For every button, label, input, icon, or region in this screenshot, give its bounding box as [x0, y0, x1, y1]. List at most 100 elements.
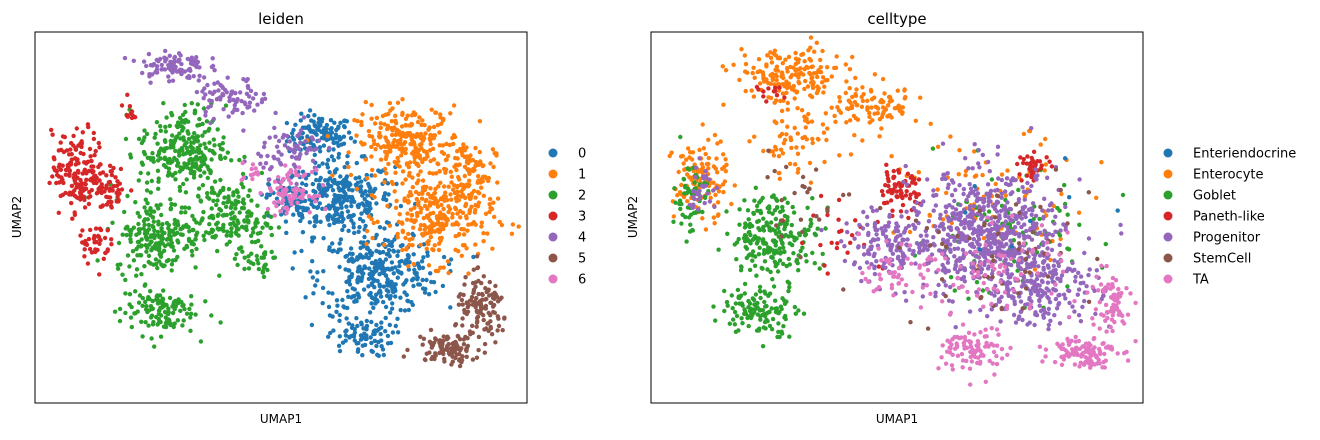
point-series-3 — [60, 134, 66, 139]
point-series-2 — [197, 167, 203, 173]
point-series-Paneth-like — [1049, 164, 1055, 169]
point-series-2 — [140, 303, 145, 308]
point-series-0 — [290, 266, 295, 271]
point-series-4 — [188, 68, 193, 73]
point-series-1 — [446, 184, 451, 189]
point-series-Paneth-like — [886, 179, 891, 184]
point-series-Goblet — [746, 323, 751, 329]
point-series-Progenitor — [1049, 208, 1055, 213]
point-series-1 — [440, 118, 446, 123]
point-series-5 — [495, 314, 500, 319]
point-series-Progenitor — [948, 249, 953, 254]
point-series-0 — [308, 129, 314, 134]
point-series-0 — [391, 271, 396, 276]
point-series-Goblet — [769, 220, 774, 225]
point-series-Progenitor — [1025, 234, 1031, 239]
point-series-Enterocyte — [770, 77, 775, 83]
point-series-Progenitor — [949, 193, 955, 198]
point-series-1 — [412, 205, 417, 210]
point-series-2 — [193, 237, 198, 242]
point-series-1 — [437, 169, 442, 174]
point-series-0 — [307, 108, 313, 113]
point-series-5 — [476, 334, 482, 340]
point-series-0 — [299, 111, 304, 116]
point-series-1 — [459, 194, 464, 199]
point-series-3 — [97, 145, 102, 150]
point-series-Enterocyte — [764, 64, 769, 69]
point-series-4 — [287, 139, 292, 144]
point-series-0 — [361, 203, 367, 208]
point-series-Enterocyte — [837, 95, 842, 100]
point-series-Enterocyte — [752, 134, 757, 139]
legend-label: 2 — [578, 189, 586, 204]
point-series-Enterocyte — [902, 96, 907, 101]
point-series-Paneth-like — [900, 202, 906, 208]
point-series-1 — [451, 103, 457, 108]
point-series-Paneth-like — [1029, 171, 1034, 177]
point-series-2 — [265, 267, 270, 273]
point-series-Paneth-like — [1025, 154, 1030, 159]
point-series-0 — [327, 170, 332, 175]
point-series-2 — [171, 248, 177, 253]
point-series-1 — [451, 133, 457, 138]
point-series-2 — [180, 128, 185, 133]
point-series-2 — [212, 143, 217, 148]
point-series-0 — [350, 251, 355, 257]
point-series-6 — [288, 168, 293, 173]
point-series-1 — [441, 265, 446, 270]
point-series-0 — [321, 269, 326, 274]
legend-item: 2 — [548, 189, 586, 204]
point-series-Enterocyte — [687, 155, 692, 160]
point-series-Goblet — [787, 281, 792, 286]
point-series-0 — [329, 130, 335, 135]
point-series-2 — [215, 226, 220, 231]
point-series-3 — [96, 234, 102, 239]
point-series-Goblet — [1065, 284, 1070, 289]
point-series-4 — [156, 59, 161, 64]
point-series-4 — [209, 64, 215, 70]
point-series-4 — [175, 69, 180, 74]
point-series-2 — [134, 267, 140, 272]
point-series-1 — [433, 186, 438, 192]
point-series-2 — [125, 193, 130, 199]
point-series-Goblet — [766, 209, 772, 215]
point-series-Progenitor — [963, 156, 968, 161]
point-series-Enterocyte — [765, 53, 770, 58]
point-series-2 — [200, 216, 205, 221]
point-series-2 — [155, 141, 160, 146]
point-series-0 — [345, 153, 350, 159]
point-series-3 — [119, 103, 125, 108]
point-series-0 — [391, 249, 397, 254]
point-series-Enterocyte — [853, 91, 858, 97]
chart-title: leiden — [258, 10, 304, 28]
point-series-Enterocyte — [878, 99, 883, 105]
point-series-Enterocyte — [785, 69, 790, 74]
point-series-Goblet — [743, 311, 749, 317]
point-series-1 — [458, 209, 463, 214]
point-series-2 — [223, 103, 229, 108]
point-series-2 — [194, 134, 200, 139]
point-series-5 — [480, 297, 485, 302]
point-series-Goblet — [762, 259, 768, 264]
point-series-2 — [173, 226, 178, 231]
point-series-Paneth-like — [887, 187, 893, 193]
point-series-1 — [449, 174, 454, 179]
point-series-Goblet — [760, 238, 765, 243]
point-series-6 — [320, 183, 326, 188]
point-series-5 — [492, 296, 497, 301]
point-series-0 — [320, 285, 326, 291]
point-series-Enterocyte — [804, 64, 809, 70]
point-series-Enterocyte — [712, 132, 718, 138]
point-series-Goblet — [782, 213, 788, 219]
point-series-2 — [250, 226, 256, 231]
point-series-2 — [269, 232, 274, 238]
point-series-1 — [400, 112, 405, 118]
point-series-0 — [420, 265, 426, 270]
point-series-Goblet — [779, 240, 785, 245]
point-series-2 — [201, 159, 206, 164]
point-series-0 — [355, 280, 360, 285]
point-series-1 — [418, 205, 423, 211]
point-series-Goblet — [808, 217, 813, 222]
point-series-5 — [421, 336, 427, 341]
point-series-Enterocyte — [793, 50, 798, 56]
